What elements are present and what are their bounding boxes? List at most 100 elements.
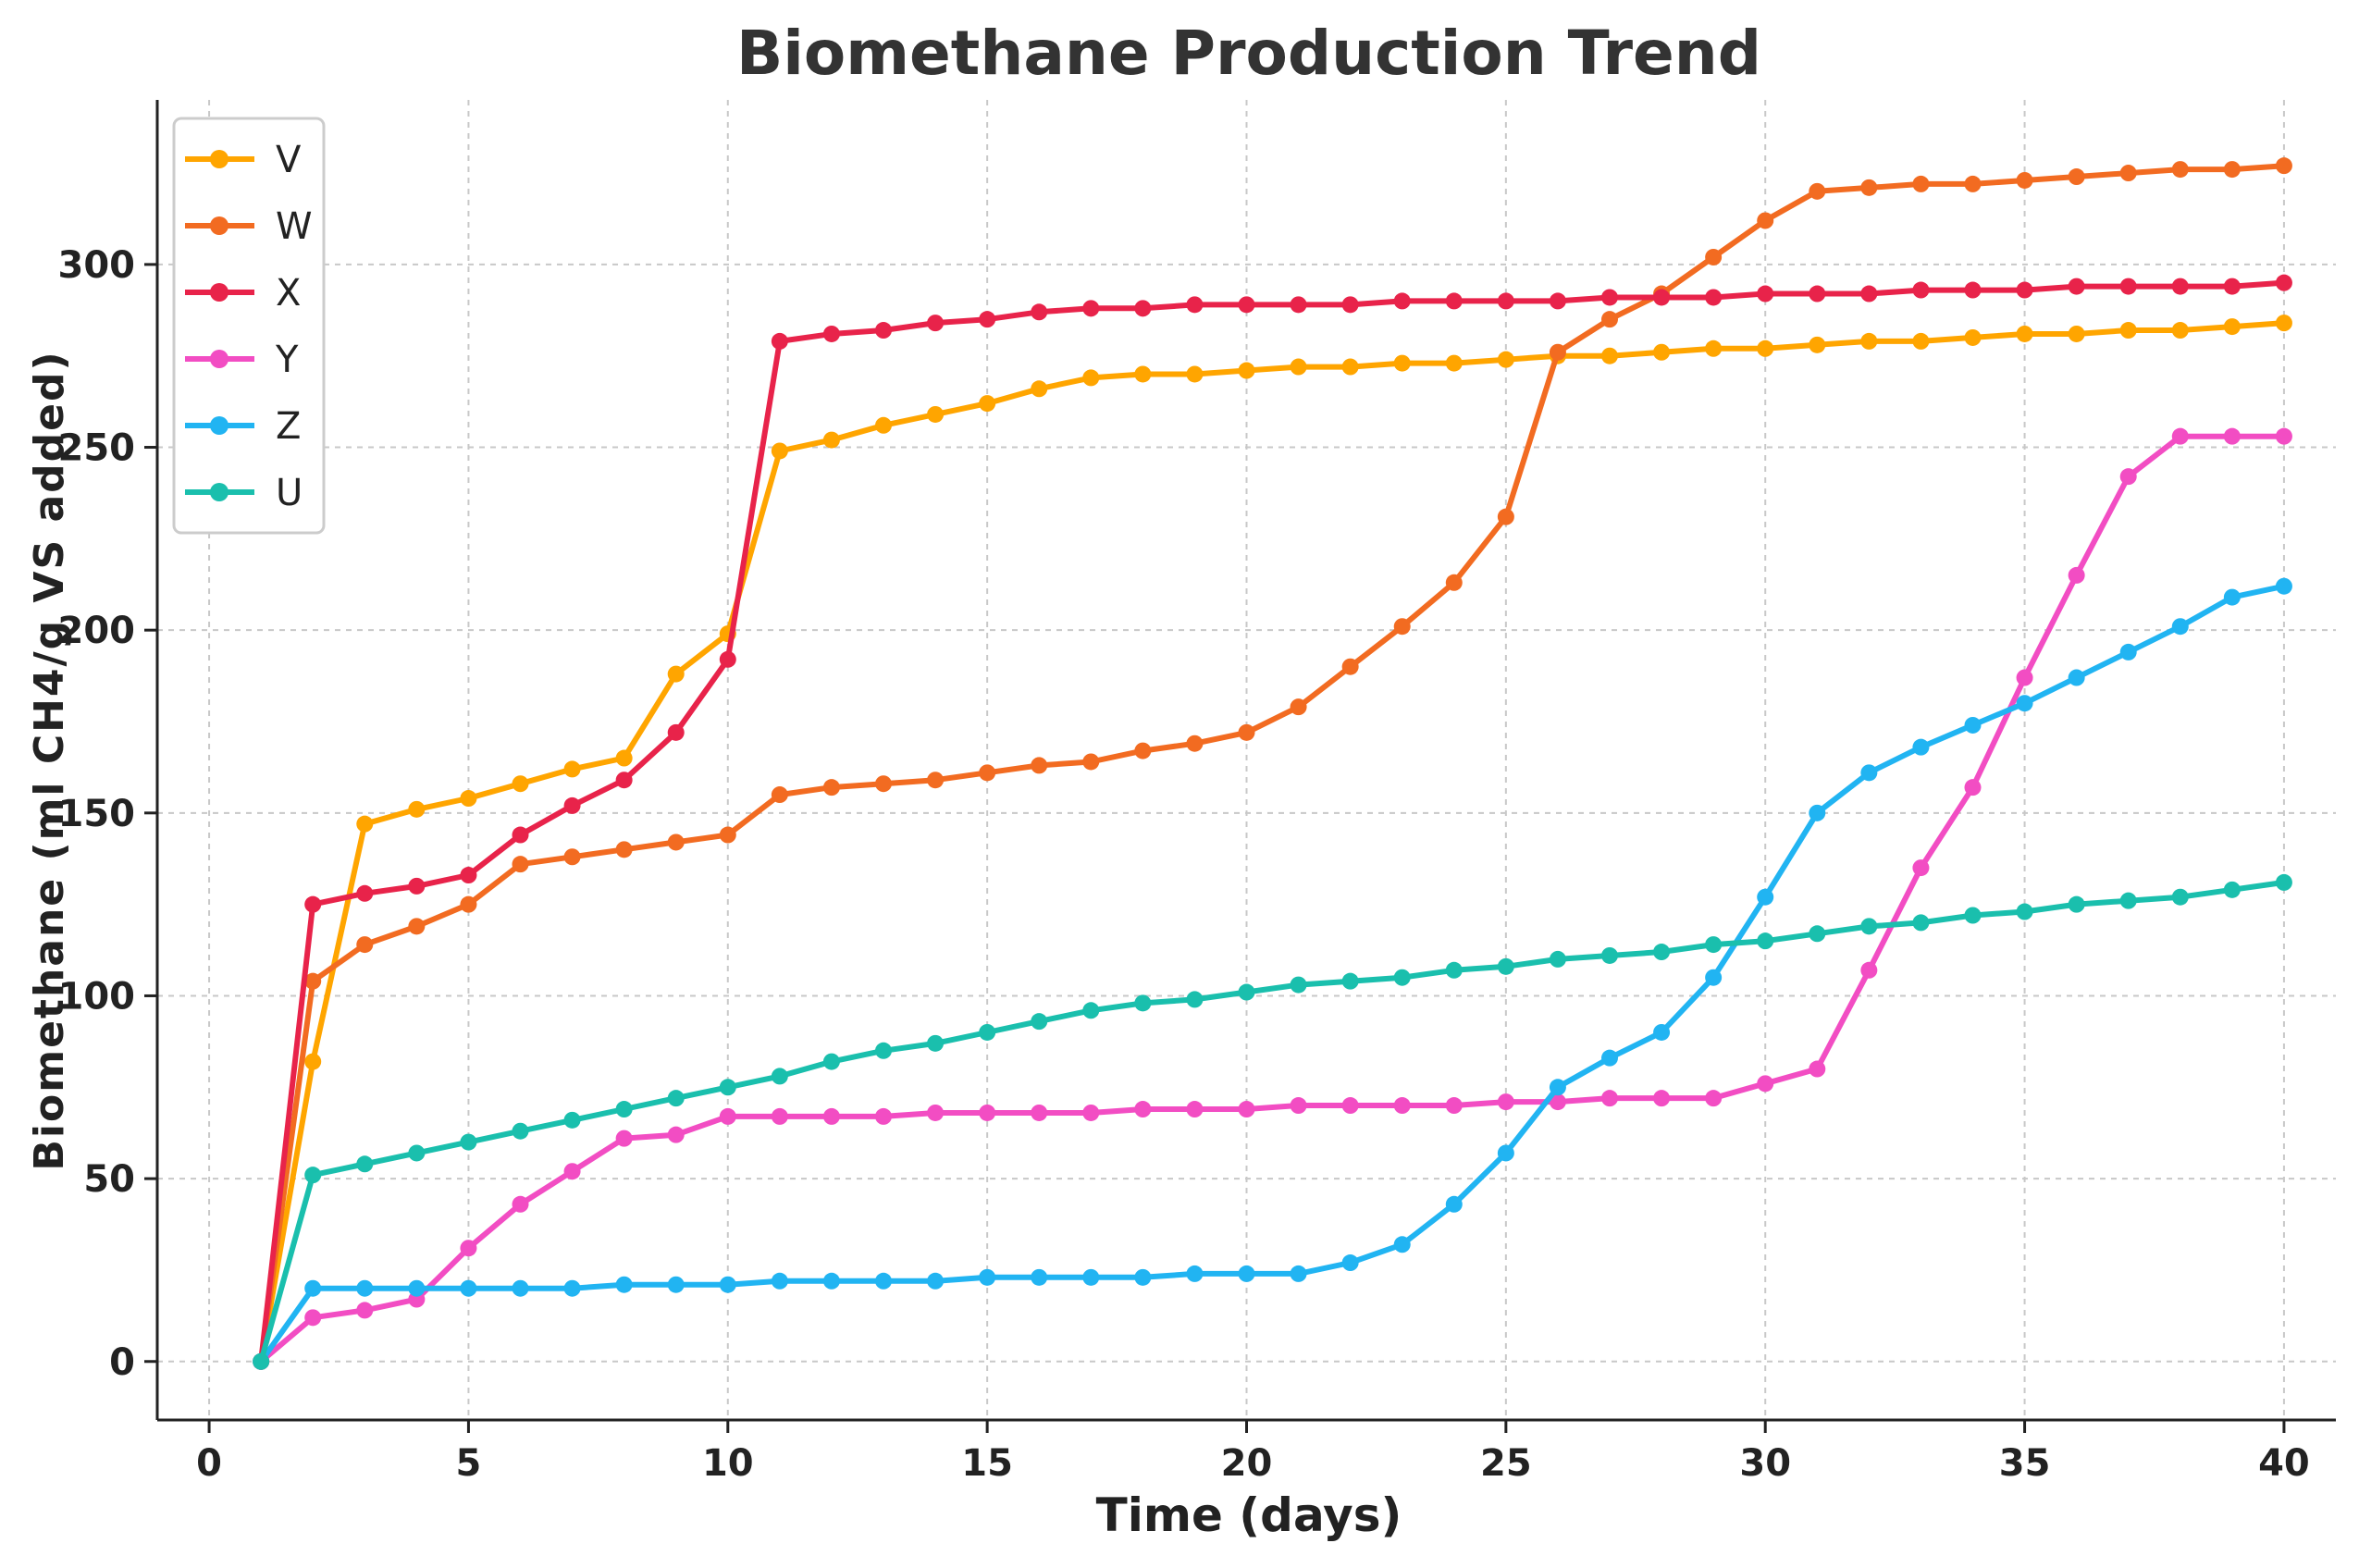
y-tick-label: 50: [83, 1158, 135, 1201]
data-point: [615, 1101, 633, 1118]
data-point: [1809, 1060, 1826, 1078]
data-point: [1134, 1101, 1152, 1118]
data-point: [615, 772, 633, 789]
data-point: [2223, 588, 2241, 606]
data-point: [1290, 698, 1307, 716]
data-point: [1601, 1049, 1618, 1067]
data-point: [822, 325, 840, 342]
series-line-x: [258, 279, 2287, 1364]
data-point: [1757, 888, 1774, 906]
data-point: [1186, 991, 1204, 1008]
data-point: [2223, 278, 2241, 295]
legend-swatch-marker: [210, 216, 228, 235]
data-point: [719, 1276, 736, 1293]
data-point: [771, 332, 788, 350]
data-point: [1809, 925, 1826, 943]
data-point: [1393, 354, 1411, 372]
data-point: [1964, 716, 1982, 734]
data-point: [615, 1276, 633, 1293]
data-point: [771, 1272, 788, 1290]
data-point: [1134, 300, 1152, 317]
data-point: [1290, 296, 1307, 314]
data-point: [2068, 168, 2085, 186]
data-point: [1186, 1101, 1204, 1118]
data-point: [2119, 468, 2137, 486]
data-point: [1031, 380, 1048, 398]
data-point: [1705, 969, 1723, 986]
data-point: [1809, 336, 1826, 353]
data-point: [356, 884, 374, 902]
data-point: [563, 848, 581, 866]
data-point: [1912, 281, 1930, 299]
data-point: [460, 895, 477, 913]
data-point: [1341, 296, 1359, 314]
x-tick-label: 15: [961, 1442, 1013, 1485]
data-point: [2171, 161, 2189, 179]
data-point: [1031, 1104, 1048, 1121]
legend-item-x: X: [185, 272, 301, 315]
data-point: [304, 972, 322, 990]
data-point: [1912, 332, 1930, 350]
y-tick-label: 250: [58, 427, 136, 470]
series-line-y: [258, 433, 2287, 1364]
data-point: [979, 395, 996, 413]
data-point: [927, 1272, 945, 1290]
data-point: [1238, 1265, 1255, 1282]
data-point: [460, 1240, 477, 1257]
data-point: [1082, 1002, 1100, 1019]
data-point: [1445, 1195, 1463, 1213]
data-point: [460, 1133, 477, 1151]
legend-label: W: [276, 205, 313, 248]
x-tick-label: 35: [1999, 1442, 2051, 1485]
data-point: [2119, 165, 2137, 182]
data-point: [1964, 907, 1982, 924]
legend-label: U: [276, 472, 303, 514]
data-point: [1705, 289, 1723, 306]
data-point: [253, 1352, 270, 1370]
data-point: [1653, 944, 1671, 961]
data-point: [1860, 918, 1878, 935]
data-point: [2016, 325, 2033, 342]
data-point: [2068, 566, 2085, 584]
data-point: [2171, 427, 2189, 445]
data-point: [1860, 285, 1878, 302]
data-point: [667, 1126, 685, 1143]
data-point: [615, 749, 633, 767]
series-y: [253, 427, 2292, 1370]
series-line-v: [258, 320, 2287, 1364]
legend-item-v: V: [185, 139, 302, 181]
data-point: [1757, 932, 1774, 950]
data-point: [408, 1279, 426, 1297]
data-point: [563, 796, 581, 814]
data-point: [771, 442, 788, 460]
data-point: [512, 1122, 529, 1140]
data-point: [1912, 914, 1930, 932]
data-point: [615, 841, 633, 858]
data-point: [1809, 804, 1826, 821]
data-point: [2275, 315, 2292, 332]
data-point: [667, 833, 685, 851]
data-point: [2171, 278, 2189, 295]
data-point: [1082, 1268, 1100, 1286]
legend-swatch-marker: [210, 483, 228, 501]
data-point: [1445, 574, 1463, 591]
data-point: [1601, 946, 1618, 964]
data-point: [1497, 292, 1514, 310]
data-point: [1705, 1090, 1723, 1107]
data-point: [2016, 669, 2033, 686]
data-point: [1601, 289, 1618, 306]
data-point: [979, 1104, 996, 1121]
data-point: [822, 1272, 840, 1290]
data-point: [1445, 961, 1463, 979]
legend-item-z: Z: [185, 405, 301, 448]
data-point: [1238, 362, 1255, 379]
data-point: [2068, 325, 2085, 342]
x-tick-label: 40: [2258, 1442, 2310, 1485]
x-tick-label: 5: [456, 1442, 482, 1485]
data-point: [1549, 950, 1566, 968]
data-point: [1031, 1013, 1048, 1031]
grid: [157, 100, 2336, 1420]
data-point: [1549, 1079, 1566, 1096]
